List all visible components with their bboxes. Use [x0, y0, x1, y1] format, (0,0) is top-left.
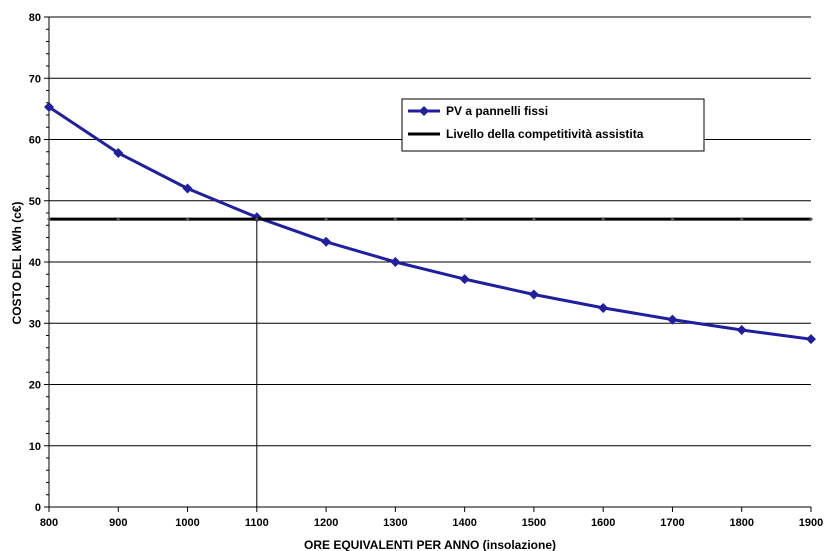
- x-tick-label: 1300: [383, 517, 407, 529]
- data-point-pv: [667, 314, 678, 325]
- data-point-pv: [113, 147, 124, 158]
- series-line-pv: [48, 105, 812, 341]
- data-point-competitivita: [254, 217, 259, 222]
- data-point-competitivita: [601, 217, 606, 222]
- data-point-competitivita: [324, 217, 329, 222]
- y-tick-label: 30: [29, 318, 41, 330]
- legend-label-competitivita: Livello della competitività assistita: [446, 127, 644, 141]
- x-tick-label: 1500: [522, 517, 546, 529]
- data-point-pv: [182, 183, 193, 194]
- axes: [44, 16, 812, 512]
- x-axis-title: ORE EQUIVALENTI PER ANNO (insolazione): [304, 538, 556, 551]
- y-tick-label: 50: [29, 196, 41, 208]
- legend-swatch-pv-marker: [419, 106, 429, 116]
- tick-labels: 0 10 20 30 40 50 60 70 80 800 900 1000 1100 1200 1300 1…: [29, 12, 823, 529]
- data-point-competitivita: [670, 217, 675, 222]
- data-point-pv: [390, 257, 401, 267]
- y-tick-label: 80: [29, 12, 41, 24]
- x-tick-label: 1600: [591, 517, 615, 529]
- grid-lines: [49, 16, 811, 447]
- data-point-pv: [44, 102, 54, 113]
- y-tick-label: 40: [29, 257, 41, 269]
- legend-item-pv: PV a pannelli fissi: [408, 104, 548, 118]
- x-tick-label: 1000: [175, 517, 199, 529]
- y-tick-label: 70: [29, 73, 41, 85]
- data-point-competitivita: [809, 217, 813, 222]
- data-point-competitivita: [116, 217, 121, 222]
- data-point-pv: [598, 302, 609, 313]
- legend-box: [401, 98, 705, 152]
- series-layer: [44, 102, 816, 345]
- data-point-competitivita: [739, 217, 744, 222]
- x-tick-label: 1900: [799, 517, 823, 529]
- y-axis-title: COSTO DEL kWh (c€): [10, 202, 24, 325]
- data-point-competitivita: [185, 217, 190, 222]
- data-point-pv: [459, 274, 470, 285]
- y-tick-label: 0: [35, 502, 41, 514]
- x-tick-label: 1400: [452, 517, 476, 529]
- data-point-pv: [806, 334, 816, 345]
- data-point-pv: [321, 236, 332, 247]
- legend-item-competitivita: Livello della competitività assistita: [408, 127, 644, 141]
- data-point-competitivita: [393, 217, 398, 222]
- y-tick-label: 20: [29, 380, 41, 392]
- data-point-pv: [736, 324, 747, 335]
- data-point-competitivita: [531, 217, 536, 222]
- data-point-pv: [528, 289, 539, 300]
- legend-label-pv: PV a pannelli fissi: [446, 104, 548, 118]
- data-point-competitivita: [47, 217, 51, 222]
- x-tick-label: 1200: [314, 517, 338, 529]
- y-tick-label: 60: [29, 135, 41, 147]
- data-point-competitivita: [462, 217, 467, 222]
- x-tick-label: 1100: [245, 517, 269, 529]
- x-tick-label: 800: [40, 517, 58, 529]
- x-tick-label: 1700: [660, 517, 684, 529]
- legend: PV a pannelli fissi Livello della compet…: [401, 98, 705, 152]
- x-tick-label: 900: [109, 517, 127, 529]
- x-tick-label: 1800: [729, 517, 753, 529]
- y-tick-label: 10: [29, 441, 41, 453]
